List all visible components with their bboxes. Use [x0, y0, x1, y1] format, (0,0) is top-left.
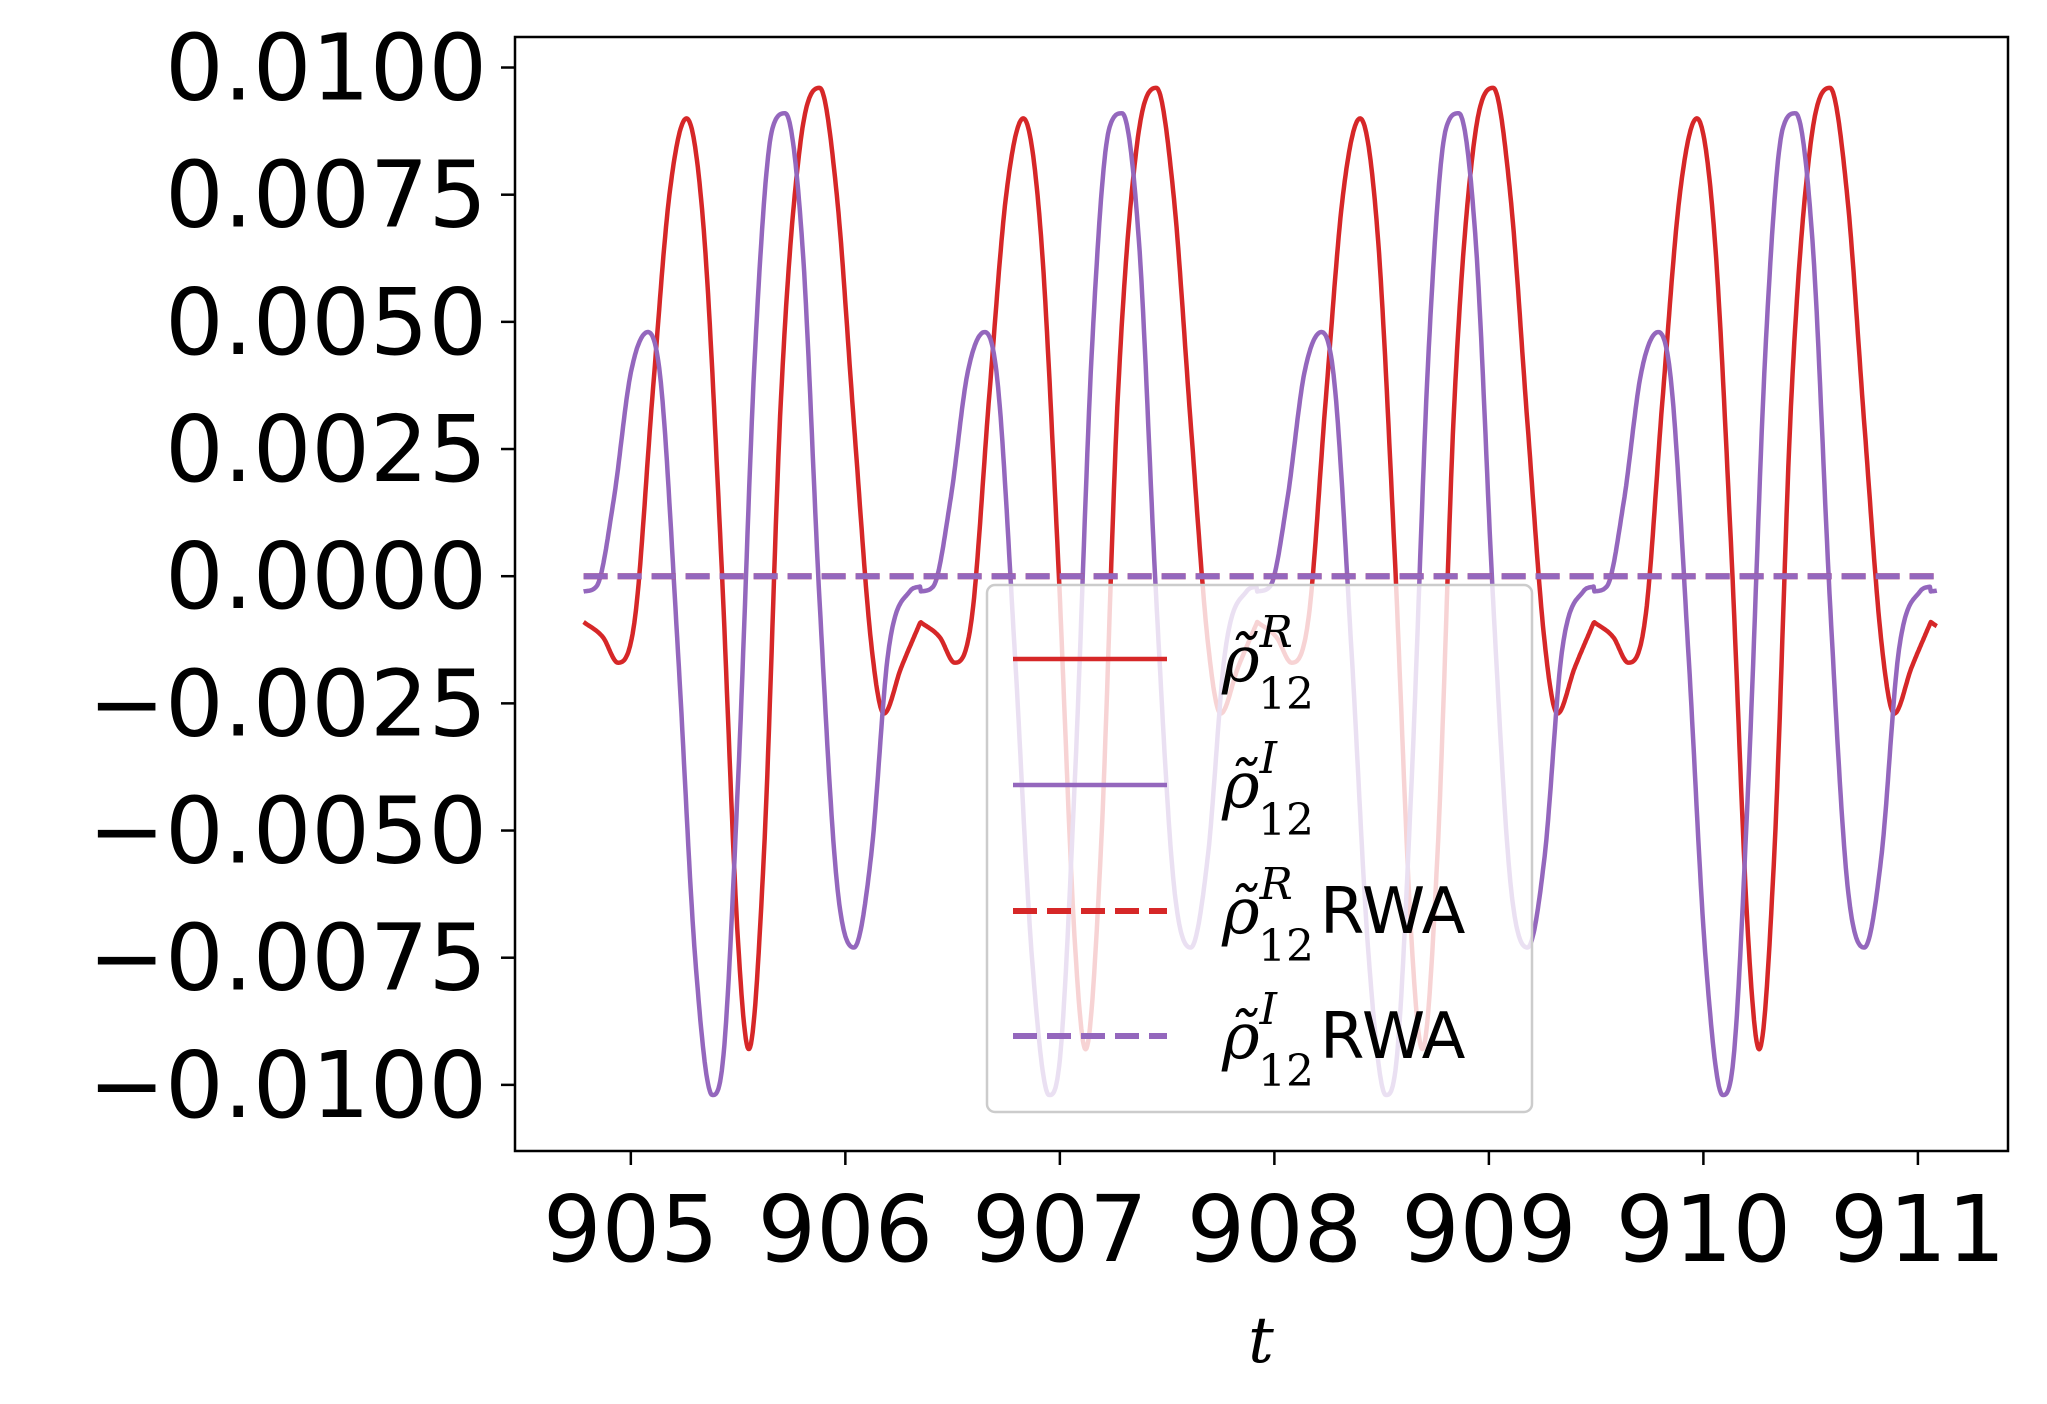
x-tick-label: 906 [758, 1176, 934, 1283]
x-tick-label: 909 [1401, 1176, 1577, 1283]
y-tick-label: 0.0075 [165, 142, 487, 249]
x-tick-label: 910 [1616, 1176, 1792, 1283]
plot-frame [513, 35, 2010, 1153]
x-tick-label: 907 [972, 1176, 1148, 1283]
legend-label: ρ̃I 12 [1221, 733, 1314, 846]
legend-label: ρ̃R 12RWA [1221, 859, 1466, 972]
x-tick-label: 911 [1830, 1176, 2006, 1283]
y-tick-label: −0.0025 [88, 650, 487, 757]
y-tick-label: −0.0050 [88, 778, 487, 885]
y-tick-label: −0.0100 [88, 1032, 487, 1139]
legend-label: ρ̃R 12 [1221, 607, 1314, 720]
y-tick-label: 0.0000 [165, 523, 487, 630]
y-tick-label: 0.0025 [165, 396, 487, 503]
y-tick-label: 0.0100 [165, 15, 487, 122]
x-tick-label: 908 [1187, 1176, 1363, 1283]
x-axis: 905 906 907 908 909 910 911 [543, 1151, 2006, 1283]
x-axis-label: t [1248, 1304, 1274, 1378]
x-tick-label: 905 [543, 1176, 719, 1283]
y-axis: 0.0100 0.0075 0.0050 0.0025 0.0000 −0.0025 −0.… [88, 15, 515, 1139]
y-tick-label: −0.0075 [88, 905, 487, 1012]
y-tick-label: 0.0050 [165, 269, 487, 376]
legend: ρ̃R 12 ρ̃I 12 ρ̃R 12RWA ρ̃I 12RWA [985, 583, 1534, 1114]
legend-label: ρ̃I 12RWA [1221, 984, 1466, 1097]
legend-box [985, 583, 1534, 1114]
